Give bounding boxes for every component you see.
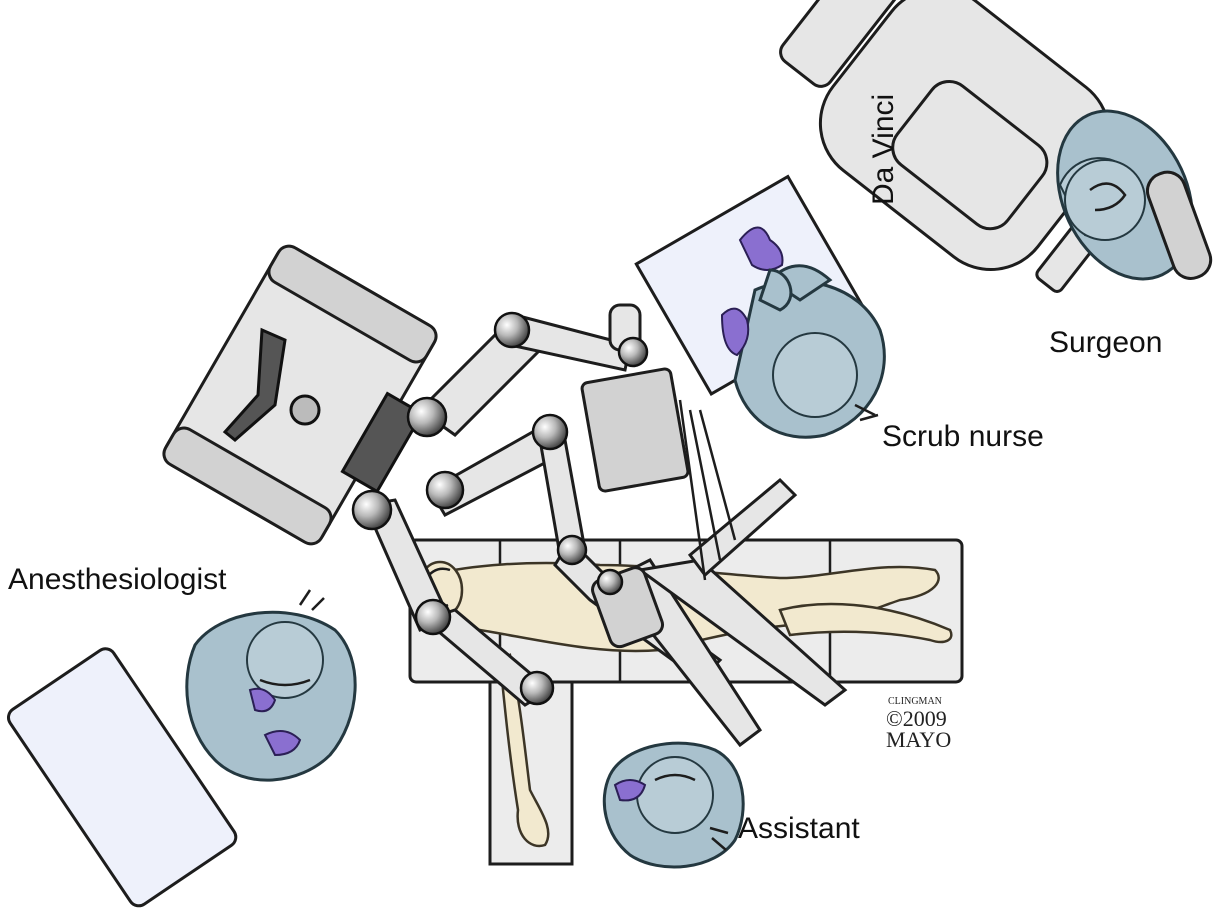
console-label: Da Vinci (867, 94, 900, 205)
surgeon-figure (1056, 109, 1213, 281)
robotic-cart (162, 244, 438, 546)
surgeon-label: Surgeon (1049, 326, 1162, 359)
anesthesiologist-figure (185, 589, 357, 782)
signature-artist: CLINGMAN (888, 696, 942, 707)
artist-signature: CLINGMAN ©2009 MAYO (886, 696, 951, 752)
scrub-nurse-figure (720, 226, 886, 439)
patient-figure (416, 560, 953, 848)
anesthesiologist-label: Anesthesiologist (8, 563, 227, 596)
anesthesia-cart (6, 647, 238, 908)
robotic-arms (351, 303, 848, 748)
scrub-nurse-label: Scrub nurse (882, 420, 1044, 453)
assistant-figure (602, 741, 745, 869)
assistant-label: Assistant (738, 812, 860, 845)
da-vinci-console: Da Vinci (779, 0, 1150, 293)
signature-org: MAYO (886, 727, 951, 752)
signature-year: ©2009 (886, 706, 947, 731)
